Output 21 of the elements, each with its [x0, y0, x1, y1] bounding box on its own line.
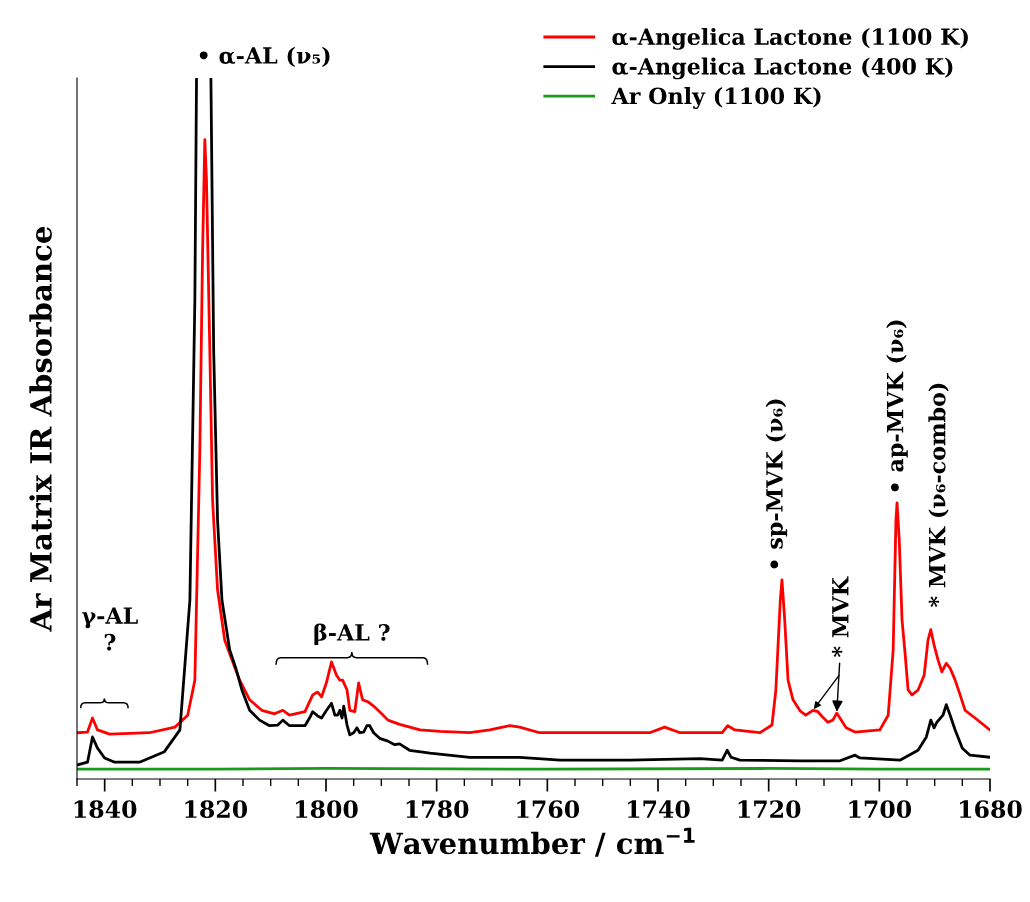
text: • α-AL (ν₅) [199, 46, 330, 68]
legend-label: Ar Only (1100 K) [611, 87, 821, 109]
x-tick-label: 1740 [628, 800, 690, 819]
x-tick-label: 1760 [517, 800, 580, 819]
legend-label: α-Angelica Lactone (1100 K) [612, 27, 968, 50]
x-tick-label: 1840 [74, 800, 137, 819]
x-tick-label: 1720 [738, 800, 801, 819]
x-axis-title: Wavenumber / cm$^{−1}$ [369, 827, 695, 857]
x-tick-label: 1780 [406, 800, 469, 819]
annotation: • sp-MVK (ν₆) [765, 399, 788, 569]
annotation: • ap-MVK (ν₆) [886, 320, 908, 492]
annotation: γ-AL ? [82, 607, 138, 651]
y-axis-title: Ar Matrix IR Absorbance [29, 226, 52, 632]
annotation: * MVK (ν₆-combo) [928, 383, 949, 607]
x-tick-label: 1820 [185, 800, 248, 819]
x-tick-label: 1800 [296, 800, 358, 819]
annotation: β-AL ? [314, 623, 390, 646]
x-tick-label: 1700 [849, 800, 912, 819]
annotation: * MVK [831, 576, 849, 658]
legend-label: α-Angelica Lactone (400 K) [612, 57, 953, 80]
x-tick-label: 1680 [960, 800, 1022, 819]
